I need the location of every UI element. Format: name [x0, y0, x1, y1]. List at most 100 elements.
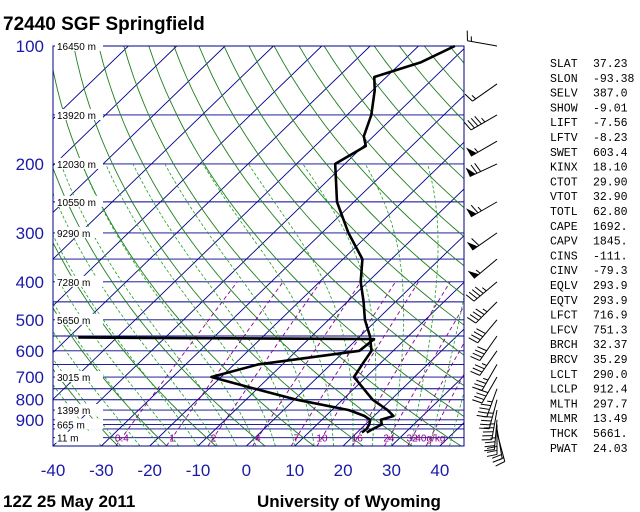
index-key: BRCH — [550, 339, 578, 352]
mixing-ratio-line — [290, 281, 396, 446]
isotherm-line — [53, 48, 464, 446]
isotherm-line — [53, 46, 274, 260]
wind-barb-flag — [474, 383, 485, 388]
observation-date: 12Z 25 May 2011 — [3, 492, 135, 511]
height-label-bg — [55, 108, 103, 120]
wind-barb-flag — [495, 461, 505, 467]
wind-barb-flag — [478, 388, 489, 394]
wind-barb-half-flag — [474, 148, 479, 153]
dry-adiabat — [53, 166, 266, 446]
mixing-ratio-line — [407, 342, 464, 446]
index-key: PWAT — [550, 443, 578, 456]
height-label: 12030 m — [57, 160, 96, 171]
chart-grid — [52, 45, 465, 447]
wind-barb-flag — [468, 337, 478, 344]
wind-barb-flag — [470, 356, 480, 362]
wind-barb-flag — [486, 445, 498, 449]
wind-barb-flag — [471, 334, 481, 341]
wind-barb-pennant — [465, 167, 476, 177]
wind-barb-flag — [472, 399, 483, 404]
wind-barb — [470, 350, 498, 376]
wind-barb-flag — [475, 308, 485, 316]
moist-adiabat — [53, 269, 180, 446]
wind-barb-flag — [477, 346, 487, 352]
mixing-ratio-label: 4 — [255, 434, 261, 445]
index-value: 297.7 — [593, 398, 628, 411]
wind-barb-flag — [470, 117, 479, 127]
wind-barb-pennant — [466, 147, 477, 157]
wind-barb-flag — [471, 289, 481, 297]
height-label-bg — [55, 157, 103, 169]
mixing-ratio-label: 16 — [352, 434, 364, 445]
mixing-ratio-label: 0.4 — [115, 434, 129, 445]
wind-barb-half-flag — [481, 287, 487, 292]
height-label-bg — [55, 418, 103, 430]
mixing-ratio-line — [352, 281, 451, 446]
wind-barb — [481, 409, 498, 441]
wind-barb-flag — [471, 238, 480, 246]
wind-barb — [465, 163, 498, 178]
index-value: 18.10 — [593, 162, 628, 175]
index-key: SWET — [550, 147, 578, 160]
pressure-tick-label: 100 — [16, 37, 44, 56]
index-value: -9.01 — [593, 102, 628, 115]
wind-barb-flag — [472, 367, 483, 373]
index-value: 716.9 — [593, 310, 628, 323]
index-value: -79.3 — [593, 265, 628, 278]
wind-barb-flag — [469, 314, 479, 321]
mixing-ratio-label: 40g/kg — [415, 434, 445, 445]
index-key: SLON — [550, 73, 578, 86]
wind-barb-flag — [474, 349, 485, 355]
index-key: SLAT — [550, 58, 578, 71]
pressure-tick-label: 600 — [16, 342, 44, 361]
height-label-bg — [55, 275, 103, 287]
wind-barb-flag — [484, 445, 495, 448]
wind-barb-flag — [473, 331, 484, 338]
index-key: VTOT — [550, 191, 578, 204]
moist-adiabat — [410, 163, 439, 446]
wind-barb-staff — [469, 163, 498, 178]
isotherm-line — [53, 46, 178, 167]
wind-barb-flag — [491, 454, 502, 459]
wind-barb-flag — [470, 164, 478, 174]
wind-barb-flag — [481, 419, 492, 422]
mixing-ratio-line — [166, 281, 284, 446]
height-label-bg — [55, 313, 103, 325]
chart-title: 72440 SGF Springfield — [3, 14, 205, 35]
wind-barb-pennant — [466, 241, 478, 251]
height-label: 1399 m — [57, 406, 90, 417]
moist-adiabat — [81, 163, 257, 446]
wind-barb — [463, 114, 498, 131]
wind-barb-flag — [479, 407, 490, 410]
wind-barb — [467, 301, 498, 324]
wind-barb-pennant — [467, 270, 479, 279]
index-key: EQLV — [550, 280, 578, 293]
index-key: BRCV — [550, 354, 578, 367]
dry-adiabat — [53, 307, 168, 446]
wind-barb — [470, 335, 498, 362]
wind-barb-staff — [467, 40, 498, 47]
index-key: SHOW — [550, 102, 578, 115]
index-value: 62.80 — [593, 206, 628, 219]
wind-barb-flag — [480, 423, 491, 426]
mixing-ratio-line — [115, 281, 238, 446]
pressure-tick-label: 200 — [16, 155, 44, 174]
mixing-ratio-label: 10 — [316, 434, 328, 445]
moist-adiabat — [60, 163, 238, 446]
wind-barb-half-flag — [481, 363, 487, 367]
index-key: CAPV — [550, 236, 578, 249]
wind-barb-flag — [474, 395, 485, 401]
wind-barb — [466, 232, 498, 251]
isotherm-line — [294, 281, 464, 446]
wind-barb-staff — [479, 350, 498, 376]
wind-barb-staff — [496, 432, 506, 462]
temperature-tick-label: 30 — [382, 461, 401, 480]
wind-barbs — [463, 30, 506, 467]
index-key: THCK — [550, 428, 578, 441]
index-value: -8.23 — [593, 132, 628, 145]
wind-barb-staff — [486, 388, 498, 418]
height-label-bg — [55, 431, 103, 443]
dry-adiabat — [198, 46, 464, 356]
pressure-tick-label: 700 — [16, 368, 44, 387]
